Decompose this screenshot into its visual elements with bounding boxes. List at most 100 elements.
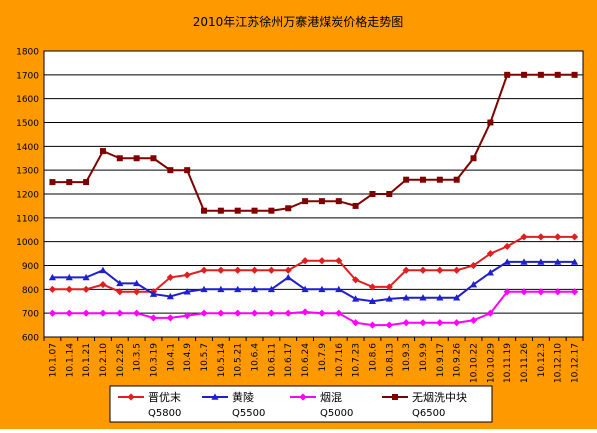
data-point xyxy=(369,191,376,197)
legend xyxy=(109,385,493,423)
data-point xyxy=(385,321,393,329)
y-tick-label: 1200 xyxy=(16,191,39,201)
data-point xyxy=(419,319,427,327)
data-point xyxy=(386,191,393,197)
data-point xyxy=(469,280,478,288)
x-tick-label: 10.6.24 xyxy=(301,343,311,378)
legend-label: 无烟洗中块 xyxy=(412,390,467,404)
data-point xyxy=(503,242,511,251)
x-tick-label: 10.5.14 xyxy=(217,343,227,378)
legend-marker xyxy=(127,393,135,401)
data-point xyxy=(285,205,292,212)
data-point xyxy=(470,155,477,162)
x-tick-label: 10.12.3 xyxy=(537,343,547,377)
x-tick-label: 10.4.1 xyxy=(166,343,176,372)
y-tick-label: 1600 xyxy=(16,95,39,105)
chart-title: 2010年江苏徐州万寨港煤炭价格走势图 xyxy=(193,14,404,29)
data-point xyxy=(65,273,73,281)
data-point xyxy=(504,71,511,78)
data-point xyxy=(537,258,545,265)
data-point xyxy=(149,290,158,297)
data-point xyxy=(183,271,191,279)
data-point xyxy=(133,288,141,296)
x-tick-label: 10.5.7 xyxy=(200,343,210,372)
legend-sublabel: Q5800 xyxy=(148,408,181,419)
data-point xyxy=(352,295,360,302)
data-point xyxy=(571,71,578,78)
x-tick-label: 10.3.5 xyxy=(133,343,143,372)
data-point xyxy=(469,316,478,324)
x-tick-label: 10.10.22 xyxy=(470,343,480,383)
legend-label: 晋优末 xyxy=(148,390,181,404)
data-point xyxy=(436,176,443,183)
x-tick-label: 10.12.17 xyxy=(571,343,581,383)
data-point xyxy=(48,309,57,317)
x-tick-label: 10.9.9 xyxy=(419,343,429,372)
y-tick-label: 1700 xyxy=(16,71,39,81)
data-point xyxy=(217,309,225,317)
x-tick-label: 10.1.07 xyxy=(48,343,58,377)
y-tick-label: 600 xyxy=(22,334,39,344)
data-point xyxy=(99,266,107,274)
legend-label: 烟混 xyxy=(320,390,342,404)
x-tick-label: 10.9.3 xyxy=(402,343,412,372)
x-tick-label: 10.5.21 xyxy=(234,343,244,377)
x-tick-label: 10.9.17 xyxy=(436,343,446,377)
data-point xyxy=(48,273,57,281)
data-point xyxy=(166,314,174,322)
data-point xyxy=(520,233,528,241)
x-tick-label: 10.7.9 xyxy=(318,343,328,372)
data-point xyxy=(554,233,562,241)
series-4 xyxy=(49,71,578,214)
legend-sublabel: Q5000 xyxy=(320,408,353,419)
data-point xyxy=(250,309,259,317)
data-point xyxy=(217,266,225,274)
x-tick-label: 10.7.23 xyxy=(352,343,362,377)
data-point xyxy=(133,155,140,162)
data-point xyxy=(284,266,292,274)
x-tick-label: 10.11.26 xyxy=(520,343,530,383)
y-tick-label: 700 xyxy=(22,310,39,320)
data-point xyxy=(570,233,579,241)
legend-entries: 晋优末 Q5800 黄陵 Q5500 烟混 Q5000 无烟洗中块 Q6500 xyxy=(118,390,467,419)
data-point xyxy=(554,71,561,78)
data-point xyxy=(234,266,242,274)
data-point xyxy=(116,309,124,317)
data-point xyxy=(116,155,123,162)
data-point xyxy=(48,285,57,293)
y-axis: 600 700 800 900 1000 1100 1200 1300 1400 1500 1600… xyxy=(16,48,39,344)
data-point xyxy=(150,155,157,162)
y-tick-label: 1000 xyxy=(16,238,39,248)
data-point xyxy=(116,279,124,287)
data-point xyxy=(402,294,410,301)
data-point xyxy=(184,167,191,174)
data-point xyxy=(453,319,461,327)
data-point xyxy=(301,308,309,316)
data-point xyxy=(419,176,426,183)
data-point xyxy=(200,309,208,317)
data-point xyxy=(267,309,275,317)
data-point xyxy=(453,294,461,301)
data-point xyxy=(301,257,309,265)
y-tick-label: 1500 xyxy=(16,119,39,129)
y-tick-label: 1800 xyxy=(16,48,39,58)
x-tick-label: 10.2.10 xyxy=(99,343,109,378)
x-tick-label: 10.6.11 xyxy=(267,343,277,377)
data-point xyxy=(201,207,208,214)
data-point xyxy=(82,273,90,281)
y-tick-label: 1100 xyxy=(16,214,39,224)
data-point xyxy=(453,176,460,183)
data-point xyxy=(183,311,191,320)
data-point xyxy=(133,309,141,317)
data-point xyxy=(537,288,545,296)
data-point xyxy=(49,179,56,186)
data-point xyxy=(368,297,377,305)
y-tick-label: 1400 xyxy=(16,143,39,153)
x-tick-label: 10.4.9 xyxy=(183,343,193,372)
data-point xyxy=(503,288,511,296)
legend-sublabel: Q5500 xyxy=(232,408,265,419)
x-tick-label: 10.7.16 xyxy=(335,343,345,378)
data-point xyxy=(419,266,427,274)
legend-entry: 黄陵 Q5500 xyxy=(202,390,265,419)
